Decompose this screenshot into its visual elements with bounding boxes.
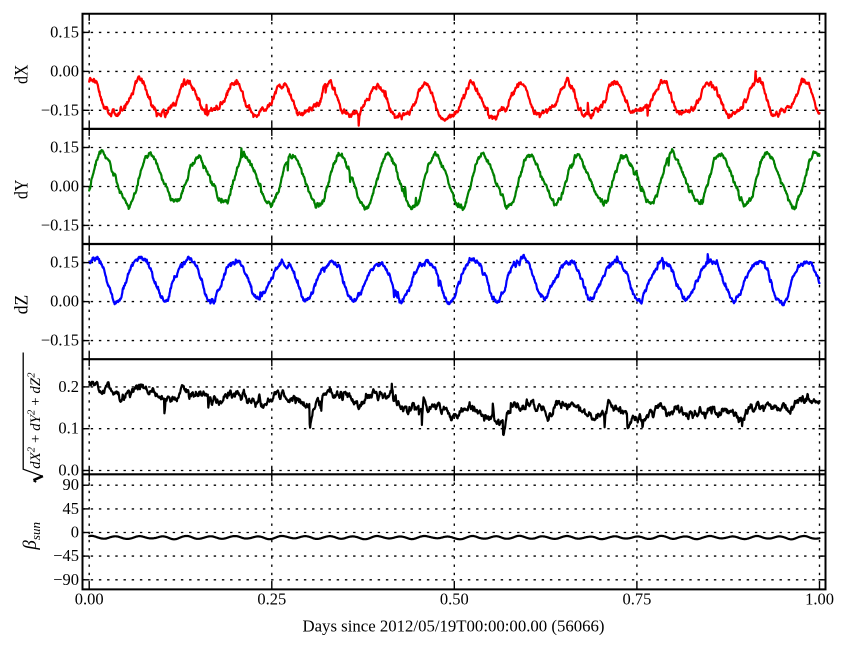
svg-text:0.0: 0.0 (58, 461, 79, 480)
svg-text:0.2: 0.2 (58, 377, 79, 396)
svg-text:dX2 + dY2 + dZ2: dX2 + dY2 + dZ2 (27, 372, 45, 469)
svg-text:0.75: 0.75 (622, 590, 651, 609)
svg-text:1.00: 1.00 (805, 590, 834, 609)
svg-text:0.25: 0.25 (257, 590, 286, 609)
svg-text:0: 0 (71, 523, 79, 542)
svg-text:0.1: 0.1 (58, 419, 79, 438)
svg-text:0.00: 0.00 (50, 61, 79, 80)
svg-text:−90: −90 (53, 570, 79, 589)
svg-text:0.15: 0.15 (50, 253, 79, 272)
svg-text:βsun: βsun (20, 522, 43, 551)
svg-text:dY: dY (11, 179, 32, 199)
svg-text:dZ: dZ (11, 295, 32, 315)
svg-text:−0.15: −0.15 (41, 215, 79, 234)
svg-text:Days since 2012/05/19T00:00:00: Days since 2012/05/19T00:00:00.00 (56066… (302, 617, 604, 636)
svg-text:0.00: 0.00 (50, 292, 79, 311)
svg-text:0.00: 0.00 (50, 177, 79, 196)
svg-text:0.15: 0.15 (50, 138, 79, 157)
svg-text:−0.15: −0.15 (41, 331, 79, 350)
svg-text:−45: −45 (53, 546, 79, 565)
svg-text:dX: dX (11, 64, 32, 84)
svg-text:0.15: 0.15 (50, 22, 79, 41)
svg-text:45: 45 (63, 499, 80, 518)
svg-text:0.50: 0.50 (440, 590, 469, 609)
svg-text:−0.15: −0.15 (41, 100, 79, 119)
svg-text:0.00: 0.00 (75, 590, 104, 609)
svg-text:90: 90 (63, 475, 80, 494)
